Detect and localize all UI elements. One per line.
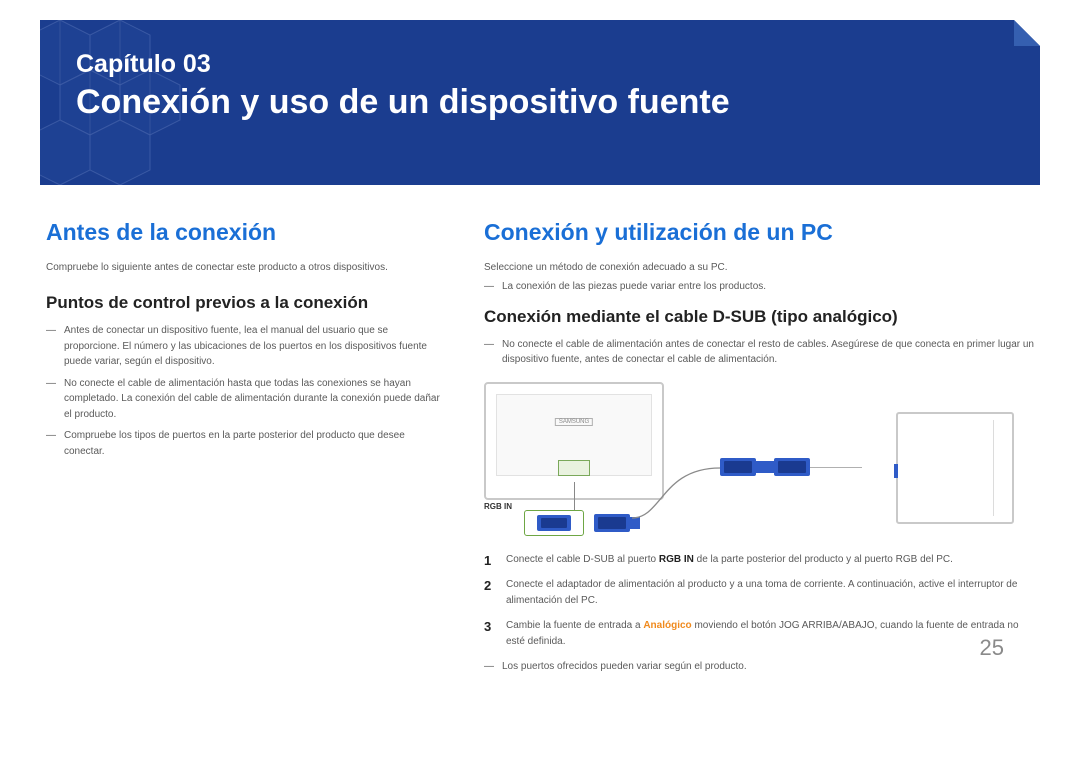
chapter-title: Conexión y uso de un dispositivo fuente (76, 83, 1004, 122)
step-text: Conecte el cable D-SUB al puerto RGB IN … (506, 554, 953, 565)
right-note: La conexión de las piezas puede variar e… (484, 279, 1034, 295)
chapter-label: Capítulo 03 (76, 50, 1004, 79)
step-number: 3 (484, 617, 491, 637)
left-point: No conecte el cable de alimentación hast… (46, 376, 446, 423)
diagram-cable (632, 460, 722, 522)
vga-connector-icon (594, 514, 630, 532)
left-subsection-title: Puntos de control previos a la conexión (46, 293, 446, 313)
step-number: 2 (484, 576, 491, 596)
diagram-monitor-brand: SAMSUNG (555, 418, 593, 426)
left-point: Compruebe los tipos de puertos en la par… (46, 428, 446, 459)
left-section-title: Antes de la conexión (46, 219, 446, 246)
diagram-pc-port (894, 464, 898, 478)
left-intro: Compruebe lo siguiente antes de conectar… (46, 260, 446, 275)
right-section-title: Conexión y utilización de un PC (484, 219, 1034, 246)
chapter-banner: Capítulo 03 Conexión y uso de un disposi… (40, 20, 1040, 185)
step-text: Conecte el adaptador de alimentación al … (506, 579, 1017, 606)
vga-connector-icon (774, 458, 810, 476)
right-subsection-title: Conexión mediante el cable D-SUB (tipo a… (484, 307, 1034, 327)
right-column: Conexión y utilización de un PC Seleccio… (484, 219, 1034, 675)
step-item: 1 Conecte el cable D-SUB al puerto RGB I… (484, 552, 1034, 568)
left-points-list: Antes de conectar un dispositivo fuente,… (46, 323, 446, 459)
diagram-pc-cable (810, 467, 862, 468)
diagram-pc-tower (896, 412, 1014, 524)
right-intro: Seleccione un método de conexión adecuad… (484, 260, 1034, 275)
left-point: Antes de conectar un dispositivo fuente,… (46, 323, 446, 370)
diagram-callout-line (574, 482, 575, 510)
right-warnings-list: No conecte el cable de alimentación ante… (484, 337, 1034, 368)
step-item: 2 Conecte el adaptador de alimentación a… (484, 577, 1034, 608)
step-number: 1 (484, 551, 491, 571)
connection-diagram: SAMSUNG RGB IN (484, 382, 1034, 542)
steps-list: 1 Conecte el cable D-SUB al puerto RGB I… (484, 552, 1034, 650)
diagram-port-label: RGB IN (484, 502, 512, 511)
vga-port-icon (537, 515, 571, 531)
right-note-list: La conexión de las piezas puede variar e… (484, 279, 1034, 295)
right-warning: No conecte el cable de alimentación ante… (484, 337, 1034, 368)
page-number: 25 (980, 635, 1004, 661)
right-footnote: Los puertos ofrecidos pueden variar segú… (484, 659, 1034, 675)
content-columns: Antes de la conexión Compruebe lo siguie… (40, 219, 1040, 675)
left-column: Antes de la conexión Compruebe lo siguie… (46, 219, 446, 675)
vga-connector-icon (720, 458, 756, 476)
diagram-port-box (524, 510, 584, 536)
step-text: Cambie la fuente de entrada a Analógico … (506, 620, 1019, 647)
step-item: 3 Cambie la fuente de entrada a Analógic… (484, 618, 1034, 649)
diagram-monitor-port (558, 460, 590, 476)
document-page: Capítulo 03 Conexión y uso de un disposi… (40, 20, 1040, 675)
